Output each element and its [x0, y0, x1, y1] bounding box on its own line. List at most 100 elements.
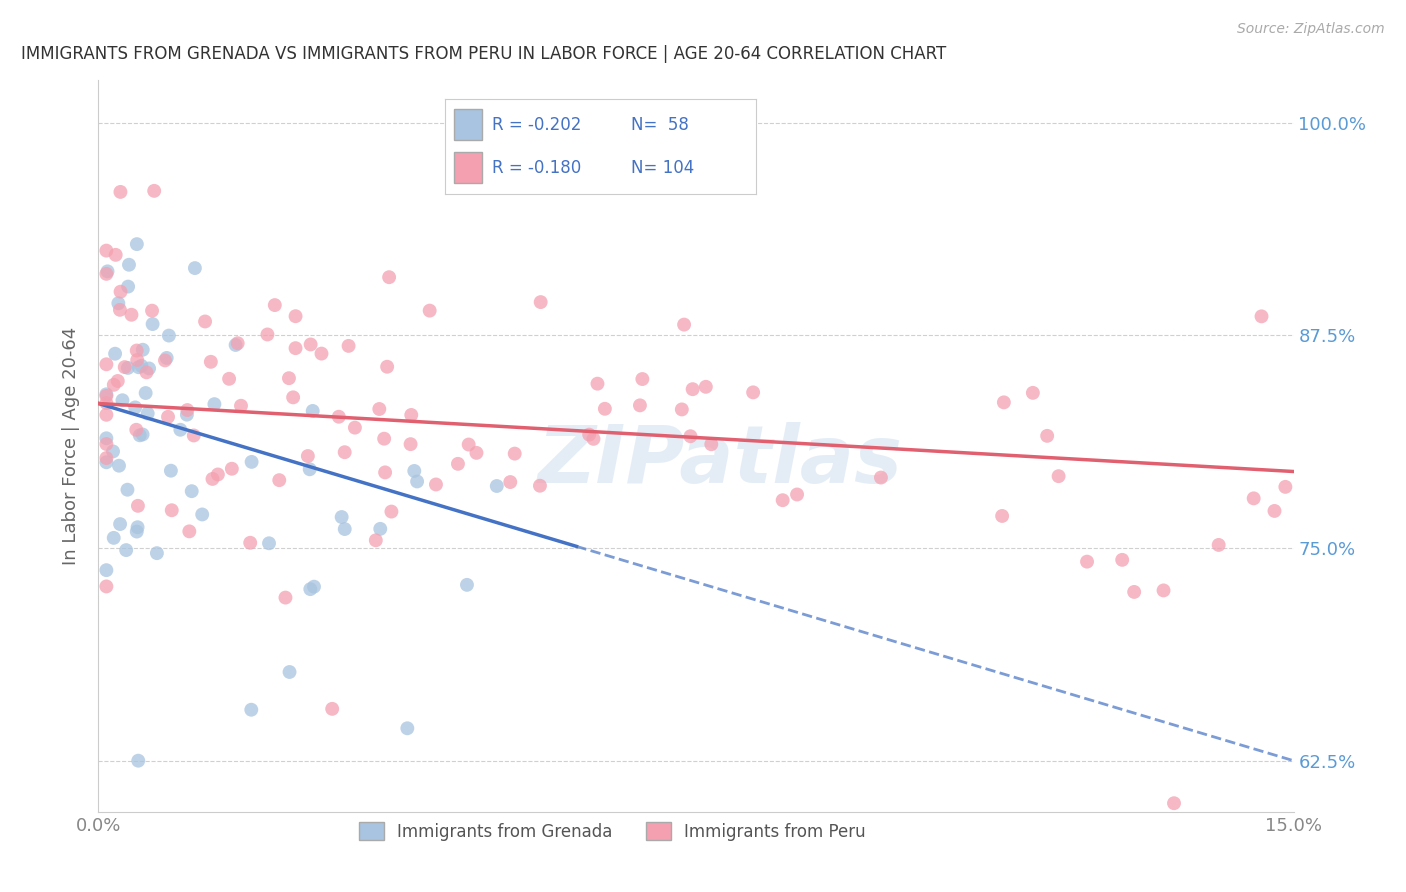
Point — [110, 285, 132, 299]
Point — [240, 703, 263, 717]
Point — [96, 264, 118, 278]
Point — [96, 357, 118, 371]
Point — [218, 372, 240, 386]
Point — [125, 343, 148, 358]
Point — [127, 353, 149, 368]
Point — [125, 423, 148, 437]
Point — [107, 296, 129, 310]
Point — [207, 467, 229, 482]
Point — [141, 303, 163, 318]
Point — [302, 580, 325, 594]
Point — [404, 464, 426, 478]
Point — [1250, 310, 1272, 324]
Point — [240, 455, 263, 469]
Point — [786, 487, 808, 501]
Point — [700, 437, 723, 451]
Point — [375, 359, 398, 374]
Point — [225, 338, 247, 352]
Point — [284, 341, 307, 355]
Point — [263, 298, 285, 312]
Point — [201, 472, 224, 486]
Point — [256, 327, 278, 342]
Point — [1047, 469, 1070, 483]
Point — [191, 508, 214, 522]
Point — [406, 475, 429, 489]
Point — [1274, 480, 1296, 494]
Point — [96, 408, 118, 422]
Point — [321, 702, 343, 716]
Point — [108, 517, 131, 532]
Point — [146, 546, 169, 560]
Point — [299, 337, 322, 351]
Point — [142, 317, 165, 331]
Point — [135, 386, 157, 401]
Point — [284, 309, 307, 323]
Point — [1163, 796, 1185, 810]
Point — [301, 404, 323, 418]
Point — [229, 399, 252, 413]
Point — [117, 483, 139, 497]
Point — [503, 447, 526, 461]
Point — [107, 374, 129, 388]
Point — [108, 302, 131, 317]
Point — [96, 451, 118, 466]
Point — [96, 267, 118, 281]
Point — [131, 359, 153, 373]
Point — [96, 244, 118, 258]
Point — [114, 360, 136, 375]
Point — [682, 382, 704, 396]
Point — [127, 754, 149, 768]
Point — [143, 184, 166, 198]
Point — [176, 403, 198, 417]
Point — [194, 314, 217, 328]
Text: Source: ZipAtlas.com: Source: ZipAtlas.com — [1237, 22, 1385, 37]
Point — [311, 346, 333, 360]
Point — [298, 462, 321, 476]
Point — [179, 524, 201, 539]
Point — [1263, 504, 1285, 518]
Point — [593, 401, 616, 416]
Point — [582, 432, 605, 446]
Point — [499, 475, 522, 489]
Point — [485, 479, 508, 493]
Point — [530, 295, 553, 310]
Point — [299, 582, 322, 596]
Point — [131, 427, 153, 442]
Point — [278, 665, 301, 679]
Point — [1022, 385, 1045, 400]
Point — [128, 428, 150, 442]
Point — [399, 437, 422, 451]
Point — [117, 279, 139, 293]
Text: ZIPatlas: ZIPatlas — [537, 422, 903, 500]
Point — [160, 464, 183, 478]
Point — [679, 429, 702, 443]
Point — [368, 522, 391, 536]
Point — [153, 353, 176, 368]
Point — [202, 397, 225, 411]
Point — [465, 446, 488, 460]
Point — [456, 578, 478, 592]
Point — [378, 270, 401, 285]
Point — [1036, 429, 1059, 443]
Point — [1153, 583, 1175, 598]
Point — [991, 508, 1014, 523]
Point — [157, 409, 180, 424]
Point — [328, 409, 350, 424]
Point — [157, 328, 180, 343]
Point — [96, 437, 118, 451]
Point — [111, 393, 134, 408]
Point — [221, 461, 243, 475]
Point — [257, 536, 280, 550]
Point — [104, 248, 127, 262]
Point — [274, 591, 297, 605]
Point — [110, 185, 132, 199]
Point — [695, 380, 717, 394]
Point — [169, 423, 191, 437]
Point — [993, 395, 1015, 409]
Point — [374, 466, 396, 480]
Point — [529, 479, 551, 493]
Point — [128, 360, 150, 375]
Point — [396, 721, 419, 735]
Point — [124, 401, 146, 415]
Point — [200, 355, 222, 369]
